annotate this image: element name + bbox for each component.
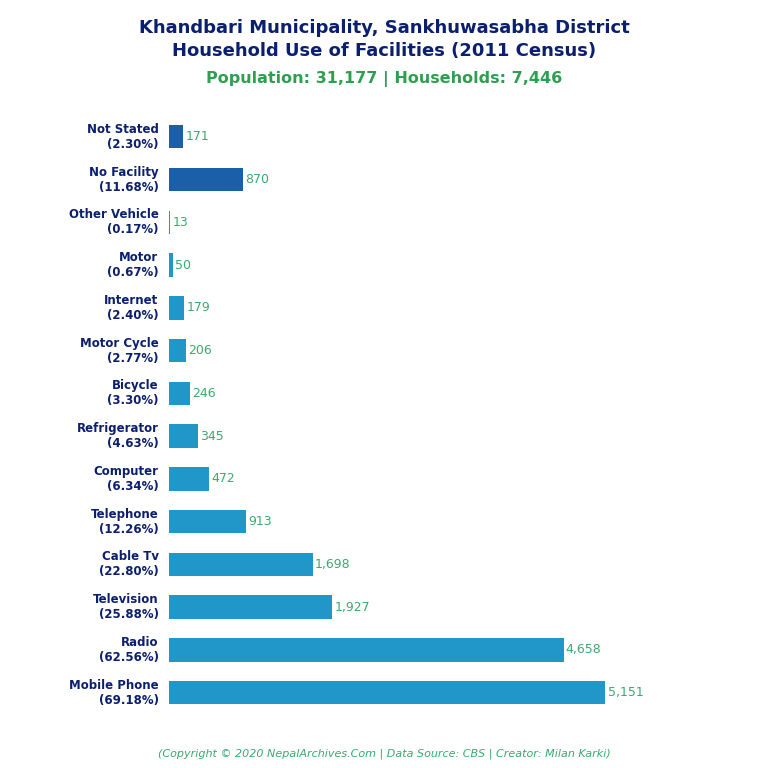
- Text: 171: 171: [186, 131, 210, 144]
- Text: 5,151: 5,151: [607, 686, 644, 699]
- Bar: [169, 425, 198, 448]
- Text: 50: 50: [175, 259, 191, 272]
- Bar: [169, 510, 247, 534]
- Bar: [169, 467, 209, 491]
- Text: 870: 870: [245, 173, 269, 186]
- Text: 1,927: 1,927: [334, 601, 370, 614]
- Bar: [169, 125, 184, 148]
- Bar: [169, 339, 187, 362]
- Text: Khandbari Municipality, Sankhuwasabha District: Khandbari Municipality, Sankhuwasabha Di…: [139, 19, 629, 37]
- Text: 345: 345: [200, 429, 224, 442]
- Text: Population: 31,177 | Households: 7,446: Population: 31,177 | Households: 7,446: [206, 71, 562, 87]
- Bar: [169, 553, 313, 576]
- Text: 913: 913: [249, 515, 272, 528]
- Text: 1,698: 1,698: [315, 558, 351, 571]
- Text: (Copyright © 2020 NepalArchives.Com | Data Source: CBS | Creator: Milan Karki): (Copyright © 2020 NepalArchives.Com | Da…: [157, 748, 611, 759]
- Bar: [169, 210, 170, 234]
- Text: 13: 13: [172, 216, 188, 229]
- Bar: [169, 253, 174, 276]
- Bar: [169, 296, 184, 319]
- Text: 472: 472: [211, 472, 235, 485]
- Text: 4,658: 4,658: [566, 644, 601, 657]
- Text: 179: 179: [187, 301, 210, 314]
- Text: 206: 206: [188, 344, 212, 357]
- Bar: [169, 681, 605, 704]
- Text: Household Use of Facilities (2011 Census): Household Use of Facilities (2011 Census…: [172, 42, 596, 60]
- Bar: [169, 167, 243, 191]
- Bar: [169, 638, 564, 662]
- Bar: [169, 382, 190, 405]
- Text: 246: 246: [192, 387, 216, 400]
- Bar: [169, 595, 333, 619]
